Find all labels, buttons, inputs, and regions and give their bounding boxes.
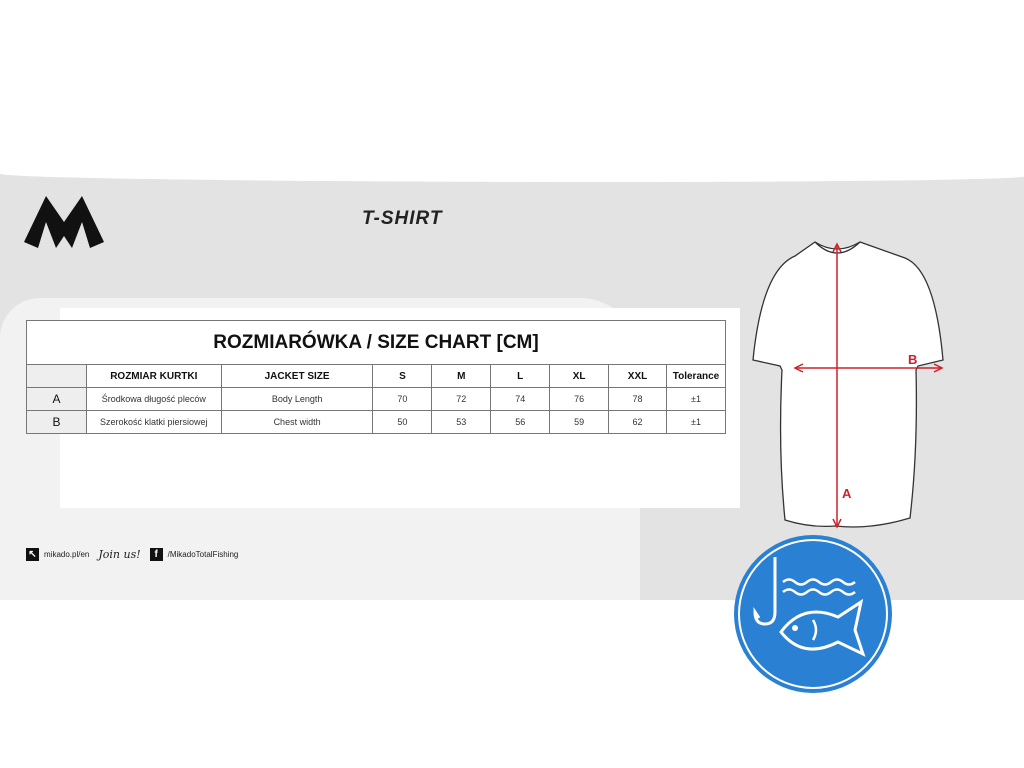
table-row: B Szerokość klatki piersiowej Chest widt… — [26, 410, 727, 434]
row-label: A — [26, 387, 87, 411]
table-cell: ±1 — [665, 387, 727, 411]
table-cell: 59 — [549, 410, 610, 434]
table-cell: Body Length — [220, 387, 374, 411]
cursor-icon: ↖ — [26, 548, 39, 561]
fishing-hook-fish-icon — [734, 535, 892, 693]
label-a: A — [842, 486, 852, 501]
table-cell: 70 — [372, 387, 433, 411]
table-cell: 78 — [608, 387, 667, 411]
footer: ↖ mikado.pl/en Join us! f /MikadoTotalFi… — [26, 548, 238, 561]
column-header: ROZMIAR KURTKI — [85, 364, 222, 388]
facebook-link[interactable]: /MikadoTotalFishing — [167, 550, 239, 559]
table-row: A Środkowa długość pleców Body Length 70… — [26, 387, 727, 411]
table-cell: 74 — [490, 387, 551, 411]
column-header: JACKET SIZE — [220, 364, 374, 388]
table-title: ROZMIARÓWKA / SIZE CHART [CM] — [26, 320, 726, 365]
column-header: XXL — [608, 364, 667, 388]
table-cell: 50 — [372, 410, 433, 434]
table-cell: 76 — [549, 387, 610, 411]
table-header-row: ROZMIAR KURTKI JACKET SIZE S M L XL XXL … — [26, 364, 727, 388]
facebook-icon: f — [149, 548, 163, 561]
column-header — [26, 364, 87, 388]
table-cell: 56 — [490, 410, 551, 434]
column-header: S — [372, 364, 433, 388]
table-cell: 62 — [608, 410, 667, 434]
table-cell: Chest width — [220, 410, 374, 434]
table-cell: 53 — [431, 410, 492, 434]
row-label: B — [26, 410, 87, 434]
table-cell: 72 — [431, 387, 492, 411]
column-header: Tolerance — [665, 364, 727, 388]
join-us-text: Join us! — [98, 548, 141, 561]
table-cell: Szerokość klatki piersiowej — [85, 410, 222, 434]
mikado-logo — [24, 196, 104, 248]
table-cell: ±1 — [665, 410, 727, 434]
website-link[interactable]: mikado.pl/en — [44, 550, 90, 559]
product-title: T-SHIRT — [362, 208, 443, 229]
column-header: XL — [549, 364, 610, 388]
size-chart-table: ROZMIARÓWKA / SIZE CHART [CM] ROZMIAR KU… — [26, 320, 727, 434]
label-b: B — [908, 352, 917, 367]
tshirt-diagram: A B — [752, 241, 944, 529]
table-cell: Środkowa długość pleców — [85, 387, 222, 411]
column-header: M — [431, 364, 492, 388]
column-header: L — [490, 364, 551, 388]
